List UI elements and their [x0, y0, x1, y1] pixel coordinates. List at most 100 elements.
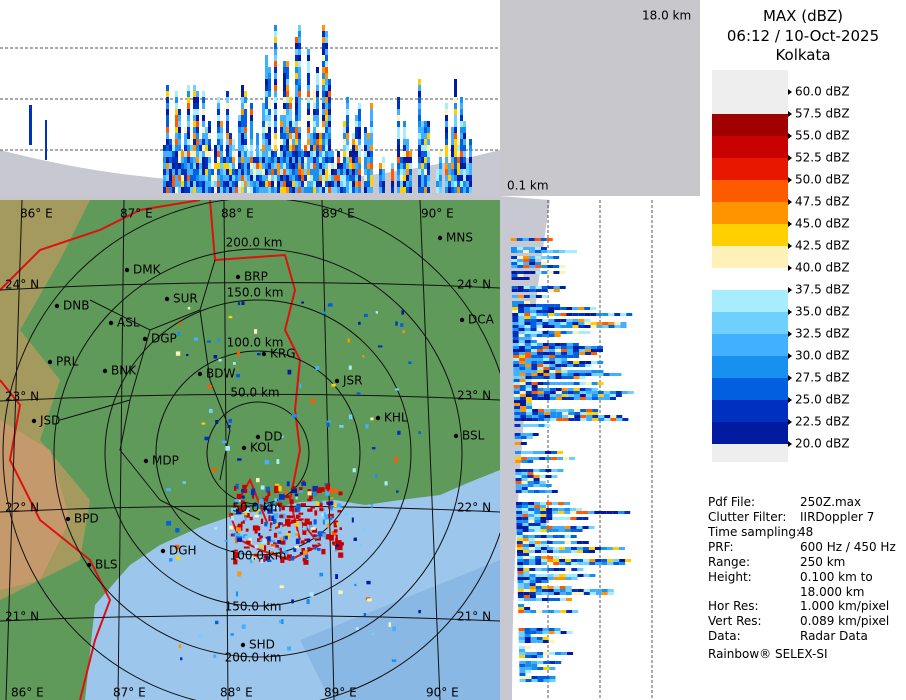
- echo: [542, 628, 549, 631]
- echo: [220, 187, 223, 193]
- echo: [277, 497, 281, 503]
- echo: [418, 163, 421, 169]
- echo: [316, 181, 319, 187]
- echo: [523, 559, 530, 562]
- echo: [566, 331, 573, 334]
- echo: [552, 547, 559, 550]
- echo: [516, 508, 523, 511]
- echo: [553, 592, 560, 595]
- echo: [512, 334, 519, 337]
- echo: [460, 121, 463, 127]
- echo: [348, 365, 352, 370]
- echo: [290, 555, 295, 561]
- echo: [397, 121, 400, 127]
- echo: [250, 139, 253, 145]
- echo: [199, 145, 202, 151]
- echo: [560, 313, 567, 316]
- echo: [445, 181, 448, 187]
- echo: [379, 175, 382, 181]
- echo: [322, 115, 325, 121]
- legend-label: 25.0 dBZ: [795, 393, 850, 407]
- echo: [193, 187, 196, 193]
- echo: [298, 157, 301, 163]
- lat-label: 22° N: [457, 501, 491, 515]
- echo: [292, 151, 295, 157]
- echo: [226, 157, 229, 163]
- echo: [553, 256, 560, 259]
- echo: [544, 409, 551, 412]
- echo: [511, 289, 518, 292]
- echo: [364, 163, 367, 169]
- map: 86° E 87° E 88° E 89° E 90° E 86° E 87° …: [0, 200, 500, 700]
- echo: [543, 361, 550, 364]
- echo: [556, 418, 563, 421]
- echo: [291, 599, 294, 604]
- echo: [217, 109, 220, 115]
- echo: [274, 61, 277, 67]
- echo: [527, 460, 534, 463]
- echo: [601, 562, 608, 565]
- echo: [541, 586, 548, 589]
- echo: [166, 187, 169, 193]
- echo: [522, 508, 529, 511]
- echo: [513, 364, 520, 367]
- echo: [403, 127, 406, 133]
- echo: [214, 187, 217, 193]
- echo: [253, 175, 256, 181]
- echo: [553, 289, 560, 292]
- echo: [518, 346, 525, 349]
- echo: [561, 376, 568, 379]
- echo: [530, 328, 537, 331]
- echo: [516, 502, 523, 505]
- echo: [439, 181, 442, 187]
- echo: [561, 652, 568, 655]
- echo: [355, 127, 358, 133]
- echo: [397, 151, 400, 157]
- echo: [454, 91, 457, 97]
- echo: [244, 535, 250, 539]
- echo: [283, 61, 286, 67]
- legend-pointer: [788, 353, 792, 359]
- echo: [244, 512, 248, 516]
- echo: [518, 328, 525, 331]
- echo: [287, 369, 292, 375]
- echo: [349, 181, 352, 187]
- echo: [196, 139, 199, 145]
- echo: [205, 169, 208, 175]
- echo: [519, 661, 526, 664]
- echo: [397, 430, 401, 435]
- echo: [590, 346, 597, 349]
- city-dot: [86, 562, 92, 568]
- info-value: 0.100 km to 18.000 km: [800, 570, 873, 599]
- echo: [531, 652, 538, 655]
- echo: [418, 91, 421, 97]
- echo: [346, 103, 349, 109]
- echo: [316, 157, 319, 163]
- echo: [451, 139, 454, 145]
- echo: [531, 358, 538, 361]
- echo: [178, 169, 181, 175]
- echo: [235, 169, 238, 175]
- echo: [273, 518, 277, 525]
- echo: [451, 145, 454, 151]
- info-value: 0.089 km/pixel: [800, 614, 890, 628]
- echo: [268, 133, 271, 139]
- echo: [554, 325, 561, 328]
- echo: [244, 187, 247, 193]
- echo: [559, 577, 566, 580]
- echo: [572, 346, 579, 349]
- echo: [355, 169, 358, 175]
- echo: [325, 37, 328, 43]
- echo: [217, 115, 220, 121]
- echo: [543, 376, 550, 379]
- echo: [539, 457, 546, 460]
- echo: [537, 394, 544, 397]
- legend-label: 35.0 dBZ: [795, 305, 850, 319]
- echo: [193, 151, 196, 157]
- city-label: MNS: [446, 231, 473, 245]
- echo: [518, 319, 525, 322]
- echo: [550, 409, 557, 412]
- echo: [237, 302, 241, 306]
- echo: [329, 516, 333, 521]
